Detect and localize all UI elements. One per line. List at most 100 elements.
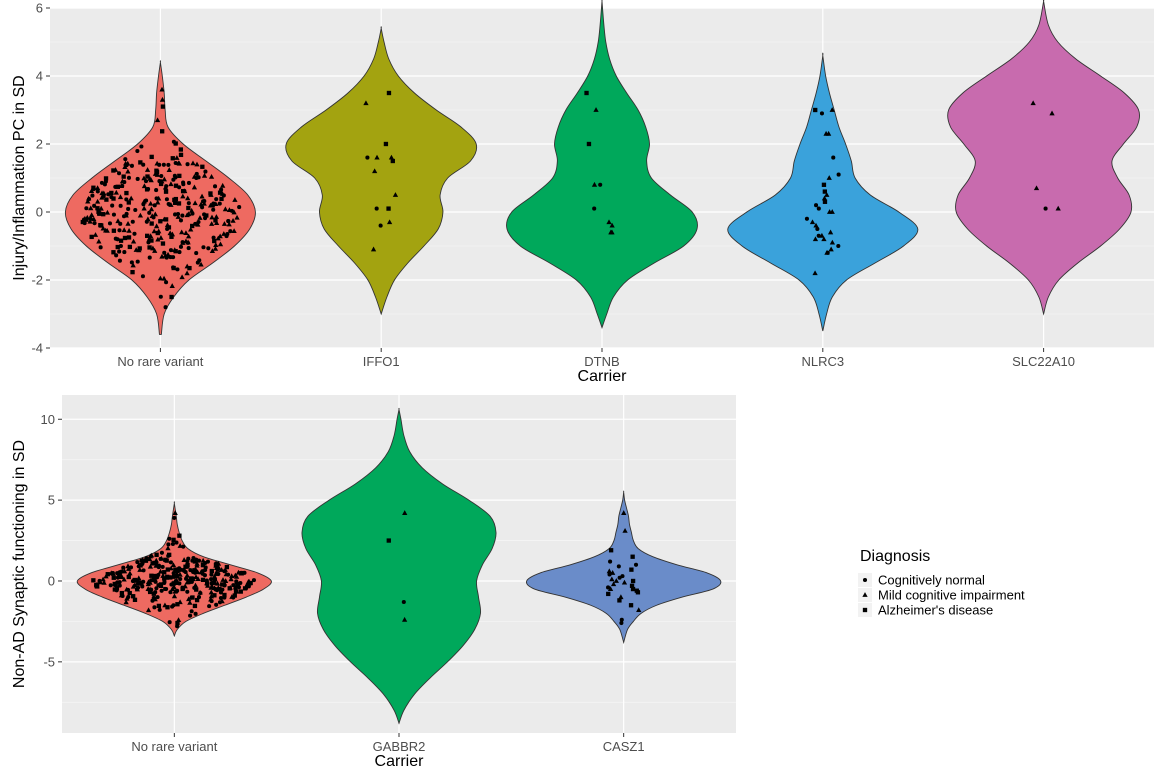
data-point <box>211 235 216 240</box>
data-point <box>229 594 235 599</box>
data-point <box>144 198 149 203</box>
data-point <box>181 544 186 549</box>
data-point <box>827 229 834 235</box>
x-tick-labels-2: No rare variant GABBR2 CASZ1 <box>131 733 645 754</box>
data-point <box>129 260 134 265</box>
data-point <box>94 185 101 191</box>
data-point <box>123 160 129 166</box>
data-point <box>217 201 222 206</box>
data-point <box>127 570 133 576</box>
data-point <box>219 598 225 604</box>
data-point <box>168 181 174 187</box>
data-point <box>208 173 215 179</box>
data-point <box>402 510 408 515</box>
data-point <box>130 262 136 268</box>
data-point <box>126 227 132 233</box>
y-tick-label: 10 <box>41 412 55 427</box>
y-axis-title-1: Injury/Inflammation PC in SD <box>11 75 28 280</box>
violin-iffo1 <box>285 26 478 316</box>
data-point <box>109 190 114 196</box>
data-point <box>630 554 635 559</box>
data-point <box>172 173 177 178</box>
data-point <box>168 560 173 565</box>
data-point <box>214 197 219 202</box>
data-point <box>161 275 167 281</box>
data-point <box>169 586 176 592</box>
data-point <box>156 603 162 609</box>
data-point <box>821 236 827 242</box>
data-point <box>819 111 825 116</box>
data-point <box>111 196 116 201</box>
data-point <box>132 582 138 587</box>
data-point <box>234 214 240 220</box>
data-point <box>629 567 634 572</box>
data-point <box>231 583 236 588</box>
data-point <box>140 274 145 279</box>
data-point <box>173 212 178 217</box>
data-point <box>172 200 178 206</box>
data-point <box>110 203 115 208</box>
legend-label: Cognitively normal <box>878 573 985 588</box>
data-point <box>157 162 162 167</box>
data-point <box>179 229 185 235</box>
data-point <box>592 206 597 211</box>
panel-synaptic: -5 0 5 10 No rare variant GABBR2 CASZ1 Carrie… <box>11 395 736 770</box>
data-point <box>125 587 131 592</box>
data-point <box>1049 110 1055 116</box>
data-point <box>141 205 147 211</box>
data-point <box>221 221 228 226</box>
data-point <box>169 234 174 239</box>
data-point <box>363 100 369 106</box>
data-point <box>190 160 196 166</box>
data-point <box>147 563 154 569</box>
data-point <box>145 579 152 585</box>
data-point <box>186 246 191 251</box>
data-point <box>111 168 116 173</box>
data-point <box>200 577 206 583</box>
data-point <box>124 190 129 196</box>
data-point <box>135 560 140 565</box>
data-point <box>165 251 171 257</box>
violin-gabbr2 <box>301 407 497 725</box>
data-point <box>158 555 165 561</box>
data-point <box>177 173 182 179</box>
data-point <box>809 219 816 225</box>
data-point <box>201 200 207 206</box>
data-point <box>147 175 153 181</box>
data-point <box>190 595 195 600</box>
data-point <box>100 225 106 231</box>
data-point <box>220 182 226 188</box>
data-point <box>141 162 146 167</box>
data-point <box>215 588 220 593</box>
data-point <box>115 237 120 242</box>
data-point <box>132 578 137 583</box>
data-point <box>96 238 102 244</box>
data-point <box>251 578 256 583</box>
data-point <box>146 237 152 243</box>
data-point <box>229 573 235 579</box>
data-point <box>165 567 170 572</box>
data-point <box>234 582 240 588</box>
data-point <box>174 579 181 585</box>
data-point <box>158 181 164 187</box>
data-point <box>220 582 225 587</box>
data-point <box>147 556 153 562</box>
data-point <box>635 590 641 595</box>
data-point <box>132 597 138 602</box>
data-point <box>104 209 111 215</box>
data-point <box>231 228 237 234</box>
data-point <box>183 230 189 236</box>
data-point <box>155 199 161 205</box>
data-point <box>178 244 184 249</box>
data-point <box>171 537 176 542</box>
data-point <box>126 235 132 240</box>
violin-no-rare-variant <box>64 60 256 335</box>
data-point <box>97 211 102 216</box>
data-point <box>401 599 406 605</box>
data-point <box>95 189 100 194</box>
x-tick-labels-1: No rare variant IFFO1 DTNB NLRC3 SLC22A10 <box>117 348 1075 369</box>
data-point <box>103 176 109 181</box>
data-point <box>171 571 176 576</box>
data-point <box>196 595 202 600</box>
